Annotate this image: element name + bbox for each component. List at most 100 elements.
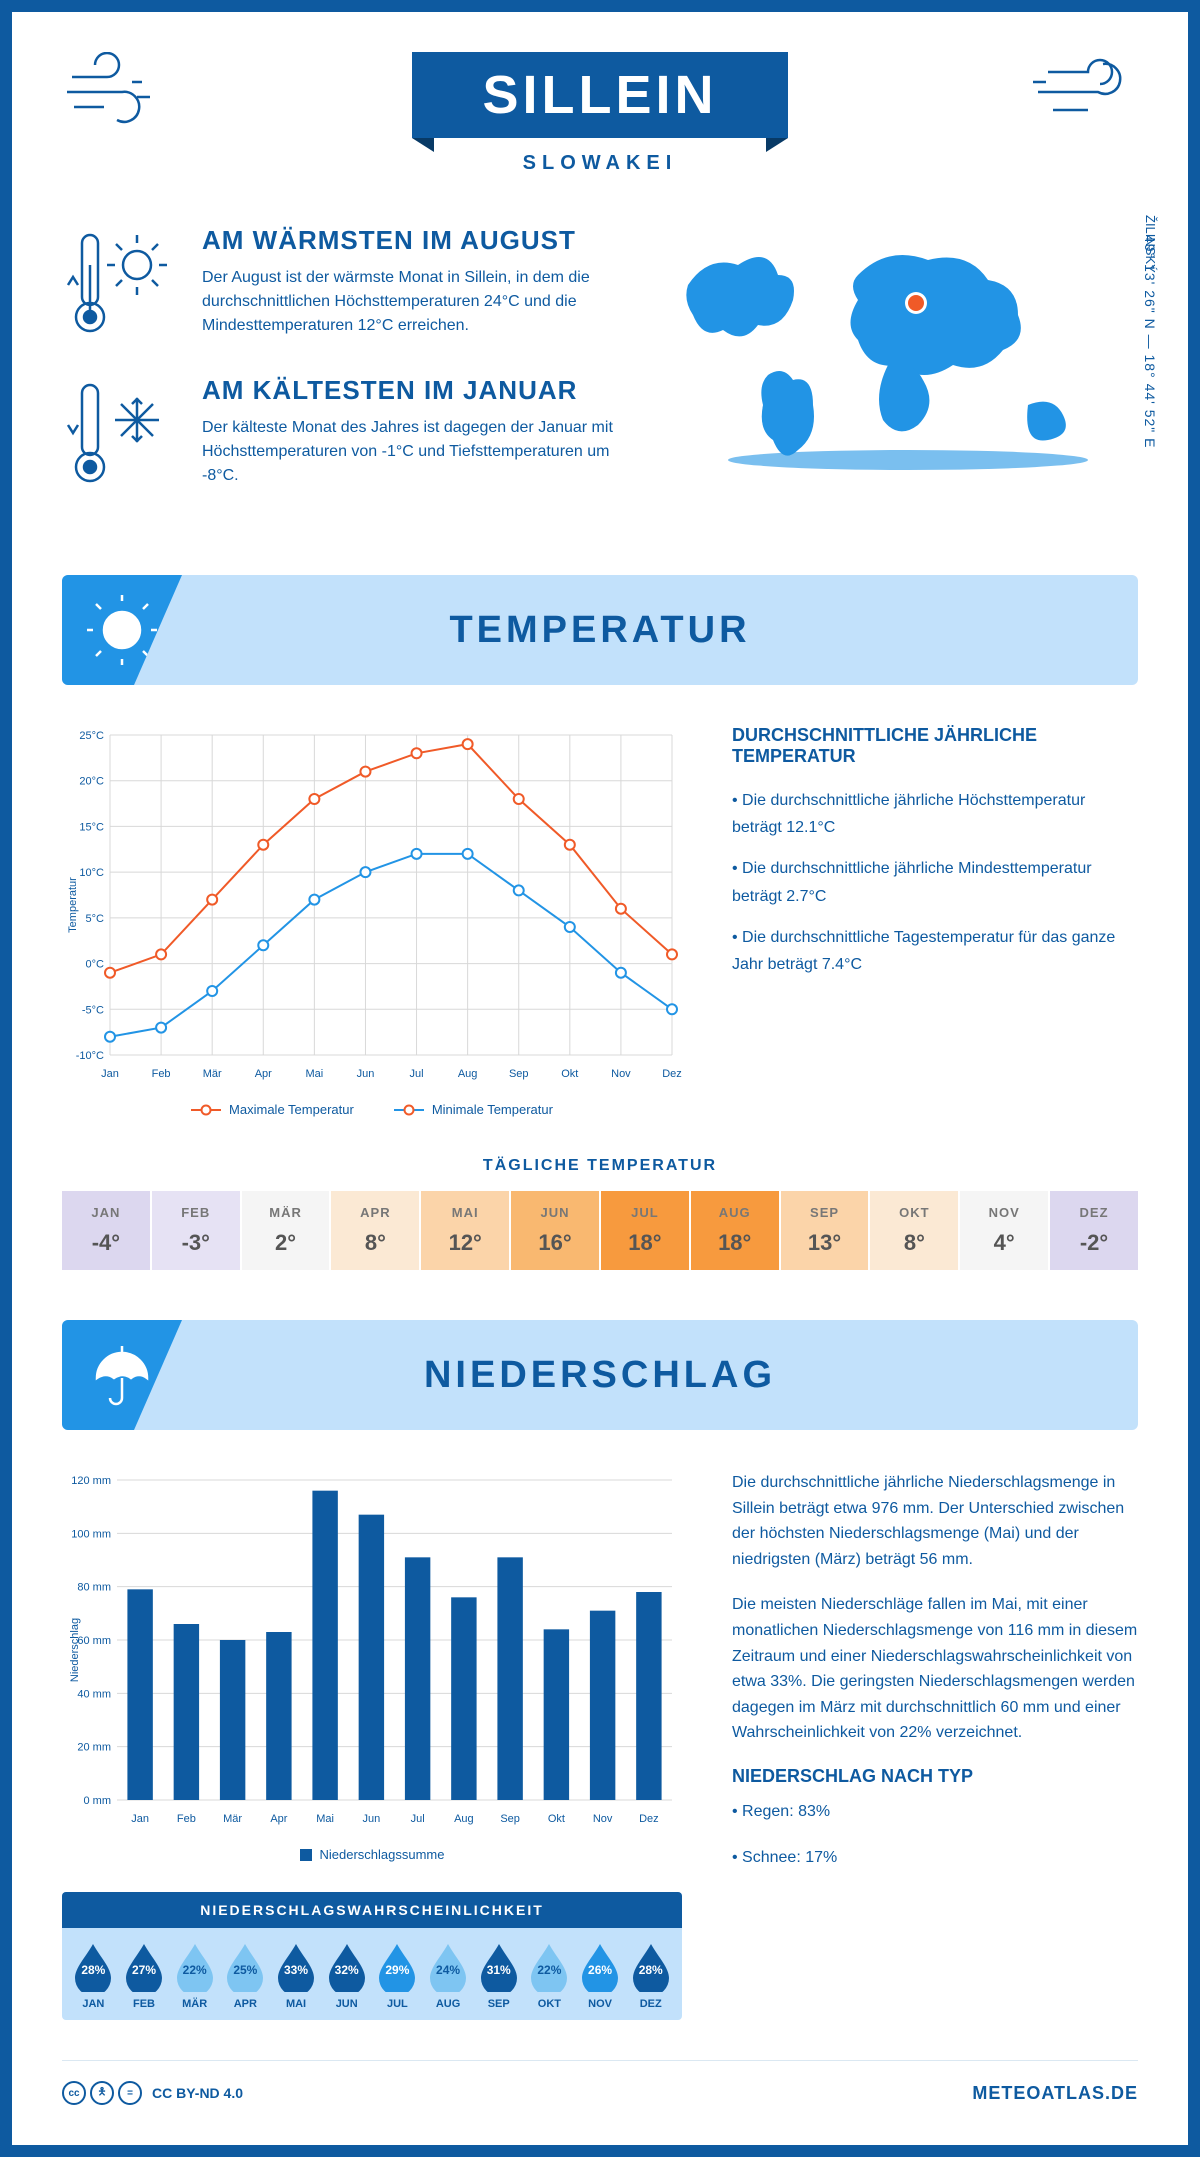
footer: cc 🯅 = CC BY-ND 4.0 METEOATLAS.DE — [62, 2060, 1138, 2105]
legend-min: Minimale Temperatur — [394, 1102, 553, 1117]
temp-desc-2: • Die durchschnittliche jährliche Mindes… — [732, 855, 1138, 909]
daily-temp-row: JAN-4°FEB-3°MÄR2°APR8°MAI12°JUN16°JUL18°… — [62, 1191, 1138, 1270]
title-banner: SILLEIN — [412, 52, 787, 138]
svg-text:Dez: Dez — [662, 1068, 682, 1080]
svg-text:Jun: Jun — [357, 1068, 375, 1080]
precip-chart-svg: 0 mm20 mm40 mm60 mm80 mm100 mm120 mmJanF… — [62, 1470, 682, 1830]
daily-cell: NOV4° — [960, 1191, 1048, 1270]
drop-cell: 32%JUN — [323, 1942, 370, 2010]
daily-cell: MÄR2° — [242, 1191, 330, 1270]
temp-section-head: TEMPERATUR — [62, 575, 1138, 685]
header: SILLEIN SLOWAKEI — [62, 52, 1138, 175]
drop-cell: 27%FEB — [121, 1942, 168, 2010]
daily-cell: MAI12° — [421, 1191, 509, 1270]
svg-text:Nov: Nov — [593, 1813, 613, 1825]
svg-text:-5°C: -5°C — [82, 1004, 104, 1016]
legend-precip: Niederschlagssumme — [300, 1847, 445, 1862]
daily-cell: OKT8° — [870, 1191, 958, 1270]
coldest-text: AM KÄLTESTEN IM JANUAR Der kälteste Mona… — [202, 375, 618, 495]
svg-text:Jul: Jul — [410, 1068, 424, 1080]
site-label: METEOATLAS.DE — [972, 2083, 1138, 2104]
temp-desc-1: • Die durchschnittliche jährliche Höchst… — [732, 787, 1138, 841]
legend-min-label: Minimale Temperatur — [432, 1102, 553, 1117]
precip-heading: NIEDERSCHLAG — [424, 1354, 776, 1397]
svg-text:60 mm: 60 mm — [77, 1635, 111, 1647]
svg-text:Okt: Okt — [561, 1068, 578, 1080]
svg-text:80 mm: 80 mm — [77, 1582, 111, 1594]
temp-desc: DURCHSCHNITTLICHE JÄHRLICHE TEMPERATUR •… — [732, 725, 1138, 1117]
coldest-desc: Der kälteste Monat des Jahres ist dagege… — [202, 416, 618, 488]
prob-heading: NIEDERSCHLAGSWAHRSCHEINLICHKEIT — [62, 1892, 682, 1928]
thermometer-sun-icon — [62, 225, 182, 345]
world-map: ŽILINSKÝ 49° 13' 26" N — 18° 44' 52" E — [658, 225, 1138, 525]
temp-desc-3: • Die durchschnittliche Tagestemperatur … — [732, 924, 1138, 978]
svg-text:Mär: Mär — [223, 1813, 242, 1825]
precip-left: 0 mm20 mm40 mm60 mm80 mm100 mm120 mmJanF… — [62, 1470, 682, 2020]
warmest-text: AM WÄRMSTEN IM AUGUST Der August ist der… — [202, 225, 618, 345]
drop-cell: 31%SEP — [475, 1942, 522, 2010]
drop-cell: 25%APR — [222, 1942, 269, 2010]
infographic-frame: SILLEIN SLOWAKEI — [0, 0, 1200, 2157]
wind-icon — [1018, 52, 1138, 132]
svg-text:Mär: Mär — [203, 1068, 222, 1080]
temp-legend: .legend-sw:nth-child(1)::after{border-co… — [62, 1102, 682, 1117]
svg-text:Niederschlag: Niederschlag — [69, 1618, 81, 1682]
daily-cell: APR8° — [331, 1191, 419, 1270]
prob-row: 28%JAN27%FEB22%MÄR25%APR33%MAI32%JUN29%J… — [62, 1928, 682, 2020]
svg-text:40 mm: 40 mm — [77, 1688, 111, 1700]
temp-desc-heading: DURCHSCHNITTLICHE JÄHRLICHE TEMPERATUR — [732, 725, 1138, 767]
precip-body: 0 mm20 mm40 mm60 mm80 mm100 mm120 mmJanF… — [62, 1470, 1138, 2020]
daily-cell: JAN-4° — [62, 1191, 150, 1270]
drop-cell: 26%NOV — [577, 1942, 624, 2010]
svg-text:15°C: 15°C — [79, 821, 104, 833]
svg-text:Apr: Apr — [255, 1068, 272, 1080]
svg-text:Sep: Sep — [500, 1813, 520, 1825]
svg-text:20 mm: 20 mm — [77, 1742, 111, 1754]
top-info: AM WÄRMSTEN IM AUGUST Der August ist der… — [62, 225, 1138, 525]
svg-text:Mai: Mai — [316, 1813, 334, 1825]
umbrella-icon — [62, 1320, 182, 1430]
precip-type-heading: NIEDERSCHLAG NACH TYP — [732, 1766, 1138, 1787]
temp-chart-svg: -10°C-5°C0°C5°C10°C15°C20°C25°CJanFebMär… — [62, 725, 682, 1085]
svg-text:Dez: Dez — [639, 1813, 659, 1825]
svg-text:Jul: Jul — [411, 1813, 425, 1825]
by-icon: 🯅 — [90, 2081, 114, 2105]
drop-cell: 28%JAN — [70, 1942, 117, 2010]
daily-cell: DEZ-2° — [1050, 1191, 1138, 1270]
svg-text:Jan: Jan — [101, 1068, 119, 1080]
temp-chart: -10°C-5°C0°C5°C10°C15°C20°C25°CJanFebMär… — [62, 725, 682, 1117]
svg-text:100 mm: 100 mm — [71, 1528, 111, 1540]
cc-icon: cc — [62, 2081, 86, 2105]
svg-text:5°C: 5°C — [86, 913, 105, 925]
license-label: CC BY-ND 4.0 — [152, 2085, 243, 2101]
daily-heading: TÄGLICHE TEMPERATUR — [62, 1157, 1138, 1175]
daily-cell: FEB-3° — [152, 1191, 240, 1270]
info-left: AM WÄRMSTEN IM AUGUST Der August ist der… — [62, 225, 618, 525]
country-subtitle: SLOWAKEI — [62, 152, 1138, 175]
precip-type-2: • Schnee: 17% — [732, 1845, 1138, 1871]
daily-cell: JUL18° — [601, 1191, 689, 1270]
daily-cell: AUG18° — [691, 1191, 779, 1270]
svg-text:Mai: Mai — [305, 1068, 323, 1080]
warmest-title: AM WÄRMSTEN IM AUGUST — [202, 225, 618, 256]
svg-text:Feb: Feb — [152, 1068, 171, 1080]
drop-cell: 22%MÄR — [171, 1942, 218, 2010]
precip-section-head: NIEDERSCHLAG — [62, 1320, 1138, 1430]
drop-cell: 24%AUG — [425, 1942, 472, 2010]
svg-text:Aug: Aug — [458, 1068, 478, 1080]
svg-text:Temperatur: Temperatur — [67, 877, 79, 933]
precip-legend: Niederschlagssumme — [62, 1847, 682, 1862]
svg-text:Feb: Feb — [177, 1813, 196, 1825]
coldest-info: AM KÄLTESTEN IM JANUAR Der kälteste Mona… — [62, 375, 618, 495]
svg-text:Nov: Nov — [611, 1068, 631, 1080]
svg-text:120 mm: 120 mm — [71, 1475, 111, 1487]
temp-body: -10°C-5°C0°C5°C10°C15°C20°C25°CJanFebMär… — [62, 725, 1138, 1117]
drop-cell: 29%JUL — [374, 1942, 421, 2010]
legend-max: .legend-sw:nth-child(1)::after{border-co… — [191, 1102, 354, 1117]
nd-icon: = — [118, 2081, 142, 2105]
svg-text:Jan: Jan — [131, 1813, 149, 1825]
wind-icon — [62, 52, 182, 132]
temp-heading: TEMPERATUR — [449, 609, 750, 652]
thermometer-snow-icon — [62, 375, 182, 495]
svg-text:Apr: Apr — [270, 1813, 287, 1825]
